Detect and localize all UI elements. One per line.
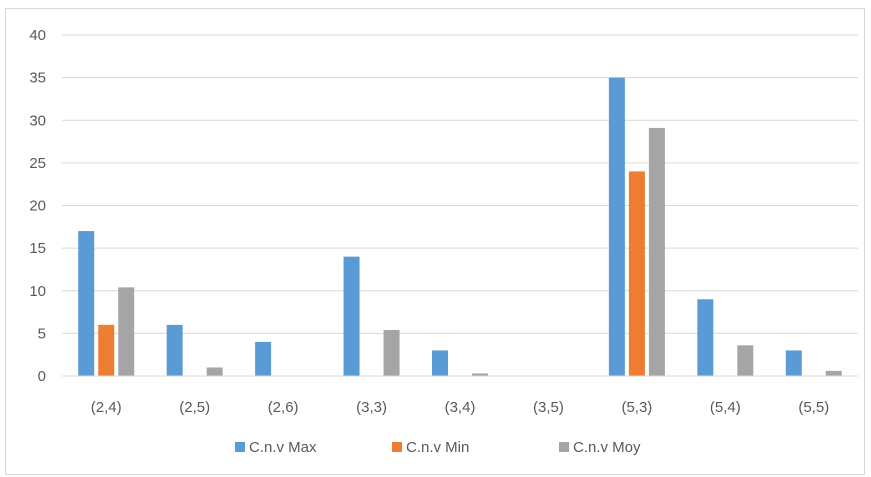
- bar-c-n-v-moy-0: [118, 287, 135, 376]
- y-tick-label: 40: [29, 27, 46, 44]
- bar-c-n-v-moy-4: [472, 373, 488, 376]
- bar-c-n-v-min-0: [98, 324, 115, 376]
- x-axis-tick-labels: (2,4) (2,5) (2,6) (3,3) (3,4) (3,5) (5,3) (5,4)…: [91, 399, 829, 416]
- legend: C.n.v Max C.n.v Min C.n.v Moy: [235, 439, 641, 456]
- bar-c-n-v-moy-3: [383, 329, 400, 376]
- bar-c-n-v-max-8: [785, 350, 802, 376]
- bar-c-n-v-max-4: [432, 350, 448, 376]
- legend-label: C.n.v Max: [249, 439, 317, 456]
- bar-c-n-v-max-1: [166, 324, 183, 376]
- legend-label: C.n.v Moy: [573, 439, 641, 456]
- x-tick-label: (5,5): [798, 399, 829, 416]
- legend-item: C.n.v Moy: [559, 439, 641, 456]
- gridlines: [62, 34, 858, 334]
- bar-c-n-v-max-2: [255, 341, 272, 376]
- y-tick-label: 10: [29, 283, 46, 300]
- x-tick-label: (3,4): [445, 399, 476, 416]
- legend-swatch: [392, 442, 402, 452]
- legend-swatch: [559, 442, 569, 452]
- bars: [78, 77, 842, 376]
- y-tick-label: 0: [38, 368, 46, 385]
- legend-swatch: [235, 442, 245, 452]
- bar-c-n-v-moy-6: [648, 127, 665, 376]
- y-tick-label: 35: [29, 70, 46, 87]
- chart-frame: [5, 8, 865, 475]
- legend-item: C.n.v Min: [392, 439, 469, 456]
- y-tick-label: 25: [29, 155, 46, 172]
- y-tick-label: 30: [29, 112, 46, 129]
- legend-label: C.n.v Min: [406, 439, 469, 456]
- bar-c-n-v-max-6: [608, 77, 625, 376]
- x-tick-label: (3,5): [533, 399, 564, 416]
- y-axis-tick-labels: 0 5 10 15 20 25 30 35 40: [29, 27, 46, 385]
- x-tick-label: (2,4): [91, 399, 122, 416]
- y-tick-label: 20: [29, 198, 46, 215]
- y-tick-label: 15: [29, 240, 46, 257]
- bar-c-n-v-max-7: [697, 299, 714, 376]
- x-tick-label: (2,6): [268, 399, 299, 416]
- bar-c-n-v-moy-8: [825, 370, 842, 376]
- bar-c-n-v-moy-1: [206, 367, 223, 376]
- y-tick-label: 5: [38, 325, 46, 342]
- bar-c-n-v-min-6: [628, 171, 645, 376]
- x-tick-label: (2,5): [179, 399, 210, 416]
- bar-c-n-v-moy-7: [737, 345, 754, 376]
- legend-item: C.n.v Max: [235, 439, 317, 456]
- x-tick-label: (3,3): [356, 399, 387, 416]
- bar-c-n-v-max-0: [78, 231, 95, 376]
- x-tick-label: (5,4): [710, 399, 741, 416]
- bar-c-n-v-max-3: [343, 256, 360, 376]
- x-tick-label: (5,3): [621, 399, 652, 416]
